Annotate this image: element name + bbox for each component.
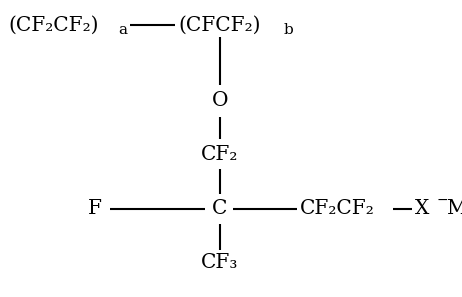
Text: M: M	[447, 200, 462, 219]
Text: CF₂: CF₂	[201, 145, 239, 164]
Text: O: O	[212, 91, 228, 110]
Text: (CFCF₂): (CFCF₂)	[178, 15, 261, 34]
Text: b: b	[284, 23, 294, 37]
Text: C: C	[213, 200, 228, 219]
Text: CF₃: CF₃	[201, 252, 239, 271]
Text: a: a	[118, 23, 127, 37]
Text: X: X	[415, 200, 429, 219]
Text: CF₂CF₂: CF₂CF₂	[300, 200, 375, 219]
Text: F: F	[88, 200, 102, 219]
Text: (CF₂CF₂): (CF₂CF₂)	[8, 15, 98, 34]
Text: −: −	[437, 193, 449, 207]
